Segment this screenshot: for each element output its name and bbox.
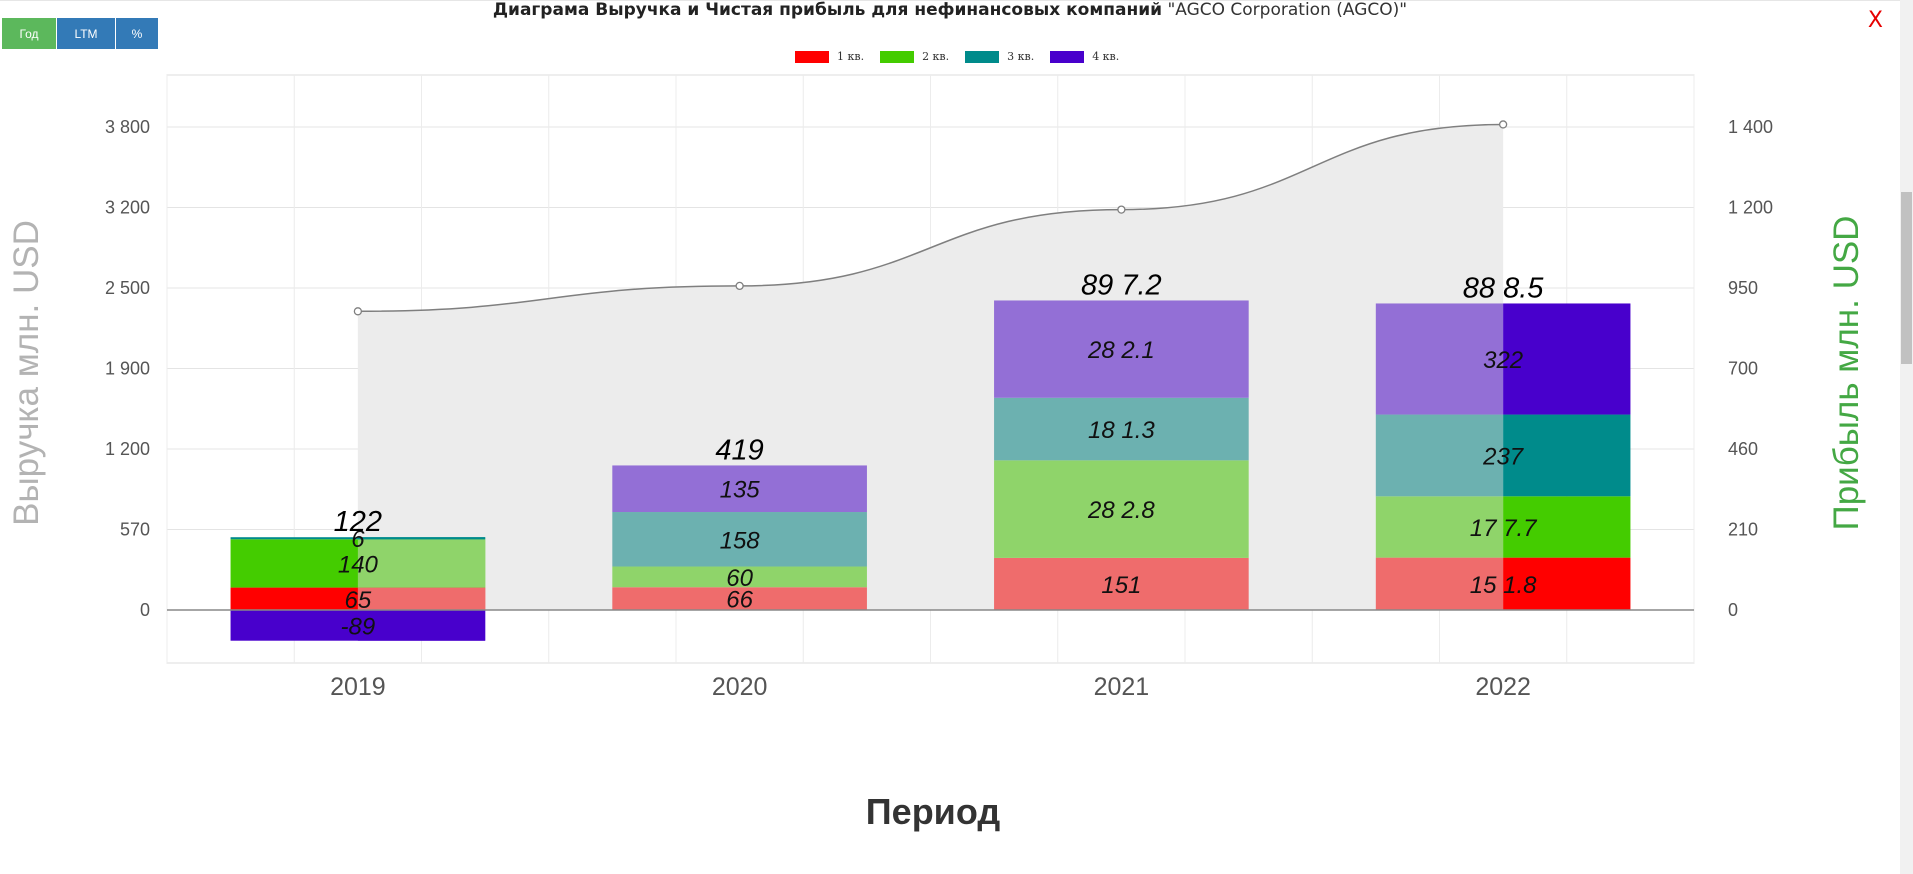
- bar-value-label: 28 2.8: [1087, 497, 1155, 524]
- bar-value-label: 28 2.1: [1087, 337, 1155, 364]
- bar-value-label: 322: [1483, 347, 1523, 374]
- x-tick: 2021: [1094, 673, 1150, 701]
- bar-segment-half-2022-q3: [1503, 414, 1631, 497]
- bar-value-label: 135: [720, 477, 761, 504]
- x-tick: 2022: [1475, 673, 1531, 701]
- y-tick-right: 210: [1728, 520, 1758, 540]
- y-tick-left: 3 800: [105, 117, 150, 137]
- bar-value-label: 18 1.3: [1088, 417, 1155, 444]
- legend-label: 1 кв.: [837, 50, 865, 63]
- y-tick-left: 0: [140, 600, 150, 620]
- legend-item-q4[interactable]: 4 кв.: [1050, 50, 1119, 63]
- revenue-point: [735, 281, 744, 291]
- bar-segment-half-2022-q2: [1503, 496, 1631, 558]
- bar-segment-half-2022-q4: [1503, 303, 1631, 415]
- chart-title-company: "AGCO Corporation (AGCO)": [1167, 0, 1408, 20]
- y-tick-right: 460: [1728, 439, 1758, 459]
- period-toggle: Год LTM %: [2, 18, 158, 49]
- y-tick-right: 1 400: [1728, 117, 1773, 137]
- x-tick: 2019: [330, 673, 386, 701]
- bar-total-label: 122: [334, 506, 382, 538]
- legend-swatch: [1050, 50, 1085, 63]
- bar-segment-2020-q3: [612, 512, 867, 567]
- y-axis-label-left: Выручка млн. USD: [7, 220, 46, 526]
- bars: [230, 300, 1631, 641]
- top-divider: [0, 0, 1900, 1]
- y-tick-left: 570: [120, 520, 150, 540]
- y-tick-right: 0: [1728, 600, 1738, 620]
- bar-value-label: 17 7.7: [1470, 515, 1538, 542]
- y-axis-label-right: Прибыль млн. USD: [1827, 216, 1866, 531]
- y-tick-right: 950: [1728, 278, 1758, 298]
- bar-value-label: -89: [341, 613, 376, 640]
- chart-title: Диаграма Выручка и Чистая прибыль для не…: [0, 0, 1900, 20]
- legend-item-q2[interactable]: 2 кв.: [880, 50, 949, 63]
- bar-total-label: 89 7.2: [1081, 269, 1162, 301]
- bar-value-label: 158: [720, 527, 761, 554]
- revenue-point: [353, 307, 363, 316]
- revenue-point: [1498, 120, 1508, 129]
- bar-segment-half-2019-q2: [357, 539, 486, 588]
- bar-value-label: 60: [726, 565, 753, 592]
- revenue-line: [353, 120, 1508, 316]
- year-button[interactable]: Год: [2, 18, 56, 49]
- chart-legend: 1 кв. 2 кв. 3 кв. 4 кв.: [795, 50, 1119, 63]
- bar-segment-2021-q3: [994, 397, 1249, 461]
- revenue-line-path: [357, 123, 1504, 313]
- bar-total-label: 419: [715, 434, 763, 466]
- legend-swatch: [795, 50, 829, 63]
- bar-segment-2021-q1: [994, 557, 1249, 610]
- y-tick-left: 1 900: [105, 359, 150, 379]
- x-tick: 2020: [712, 673, 768, 701]
- bar-segment-2021-q2: [994, 460, 1249, 558]
- legend-swatch: [965, 50, 1000, 63]
- bar-segment-2020-q4: [612, 465, 867, 513]
- bar-value-label: 6: [351, 526, 365, 553]
- bar-value-label: 140: [338, 551, 379, 578]
- x-axis-label: Период: [866, 791, 1001, 832]
- bar-segment-2022-q2: [1375, 496, 1504, 558]
- revenue-point: [1117, 205, 1126, 214]
- legend-item-q3[interactable]: 3 кв.: [965, 50, 1034, 63]
- bar-value-label: 151: [1101, 572, 1141, 599]
- percent-button[interactable]: %: [116, 18, 158, 49]
- y-tick-left: 2 500: [105, 278, 150, 298]
- bar-segment-2020-q2: [612, 566, 867, 588]
- close-icon[interactable]: X: [1867, 8, 1883, 33]
- y-tick-right: 1 200: [1728, 198, 1773, 218]
- bar-segment-2022-q3: [1375, 414, 1504, 497]
- y-tick-left: 3 200: [105, 198, 150, 218]
- y-tick-right: 700: [1728, 359, 1758, 379]
- bar-value-label: 237: [1482, 443, 1525, 470]
- scrollbar-track[interactable]: [1900, 0, 1913, 874]
- legend-item-q1[interactable]: 1 кв.: [795, 50, 864, 63]
- bar-segment-half-2019-q3: [357, 537, 486, 540]
- bar-segment-2021-q4: [994, 300, 1249, 398]
- scrollbar-thumb[interactable]: [1901, 192, 1912, 364]
- bar-segment-half-2019-q1: [357, 587, 486, 610]
- legend-swatch: [880, 50, 915, 63]
- chart-title-main: Диаграма Выручка и Чистая прибыль для не…: [492, 0, 1163, 20]
- bar-segment-half-2019-q4: [357, 610, 486, 641]
- axes: 0 570 1 200 1 900 2 500 3 200 3 800 0 210 460 700 9…: [105, 117, 1773, 701]
- bar-segment-2020-q1: [612, 587, 867, 610]
- ltm-button[interactable]: LTM: [57, 18, 115, 49]
- bar-value-label: 66: [726, 587, 753, 614]
- legend-label: 2 кв.: [922, 50, 950, 63]
- bar-segment-2022-q4: [1375, 303, 1504, 415]
- bar-value-label: 15 1.8: [1470, 572, 1537, 599]
- y-tick-left: 1 200: [105, 439, 150, 459]
- bar-total-label: 88 8.5: [1463, 272, 1544, 304]
- bar-segment-half-2022-q1: [1503, 557, 1631, 610]
- legend-label: 3 кв.: [1007, 50, 1035, 63]
- legend-label: 4 кв.: [1092, 50, 1120, 63]
- bar-segment-2022-q1: [1375, 557, 1504, 610]
